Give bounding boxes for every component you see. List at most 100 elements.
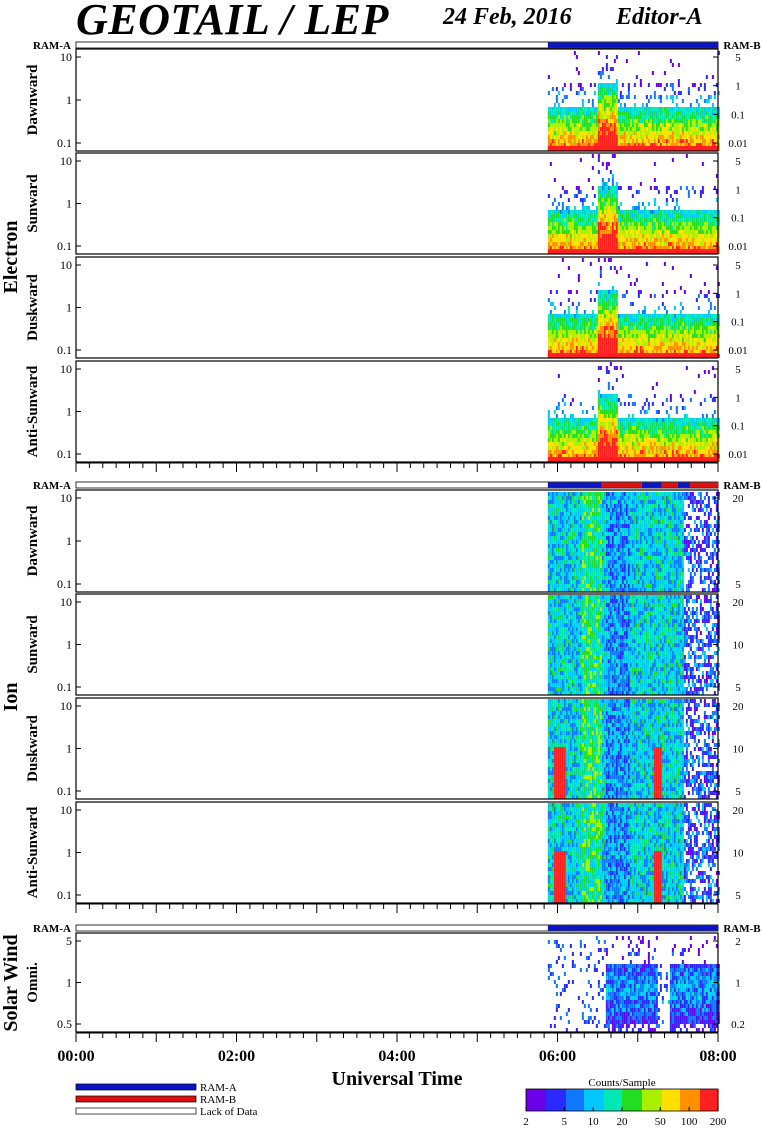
colorbar-cell xyxy=(676,1089,679,1111)
electron-low-energy-band xyxy=(547,353,718,358)
x-axis-title: Universal Time xyxy=(332,1068,463,1090)
colorbar-tick-label: 50 xyxy=(655,1116,667,1128)
colorbar-cell xyxy=(534,1089,537,1111)
right-tick-label: 5 xyxy=(735,364,741,376)
right-tick-label: 10 xyxy=(733,640,745,652)
colorbar-cell xyxy=(622,1089,625,1111)
colorbar-cell xyxy=(628,1089,631,1111)
mode-segment xyxy=(547,42,718,48)
colorbar-cell xyxy=(606,1089,609,1111)
colorbar-title: Counts/Sample xyxy=(588,1077,655,1089)
colorbar-cell xyxy=(710,1089,713,1111)
panel-electron-dawnward: Dawnward 10 1 0.1 5 1 0.1 0.01 xyxy=(25,48,748,152)
colorbar-cell xyxy=(562,1089,565,1111)
right-tick-label: 1 xyxy=(735,288,741,300)
colorbar-cell xyxy=(618,1089,621,1111)
right-tick-label: 20 xyxy=(733,805,745,817)
colorbar-cell xyxy=(632,1089,635,1111)
ram-a-label: RAM-A xyxy=(33,480,71,492)
legend-label: RAM-A xyxy=(200,1082,237,1094)
colorbar-cell xyxy=(674,1089,677,1111)
left-tick-label: 0.1 xyxy=(57,577,72,591)
colorbar-cell xyxy=(608,1089,611,1111)
colorbar-cell xyxy=(650,1089,653,1111)
colorbar-cell xyxy=(594,1089,597,1111)
colorbar-cell xyxy=(526,1089,529,1111)
colorbar-cell xyxy=(624,1089,627,1111)
ram-b-label: RAM-B xyxy=(723,40,761,52)
colorbar-cell xyxy=(538,1089,541,1111)
colorbar-cell xyxy=(556,1089,559,1111)
right-tick-label: 0.1 xyxy=(731,317,745,329)
colorbar-cell xyxy=(546,1089,549,1111)
panel-label: Omni. xyxy=(25,962,41,1003)
colorbar-tick-label: 5 xyxy=(561,1116,567,1128)
left-tick-label: 10 xyxy=(60,154,72,168)
colorbar-cell xyxy=(536,1089,539,1111)
right-tick-label: 0.01 xyxy=(728,449,747,461)
colorbar-cell xyxy=(614,1089,617,1111)
colorbar-tick-label: 20 xyxy=(617,1116,629,1128)
colorbar-cell xyxy=(560,1089,563,1111)
mode-segment xyxy=(689,482,718,488)
colorbar-cell xyxy=(550,1089,553,1111)
left-tick-label: 0.1 xyxy=(57,447,72,461)
colorbar-cell xyxy=(666,1089,669,1111)
left-tick-label: 1 xyxy=(66,197,72,211)
left-tick-label: 1 xyxy=(66,534,72,548)
colorbar-cell xyxy=(652,1089,655,1111)
panel-label: Anti-Sunward xyxy=(25,806,41,898)
left-tick-label: 0.1 xyxy=(57,784,72,798)
colorbar-cell xyxy=(540,1089,543,1111)
group-label-electron: Electron xyxy=(0,221,22,294)
colorbar-cell xyxy=(662,1089,665,1111)
right-tick-label: 0.01 xyxy=(728,345,747,357)
left-tick-label: 1 xyxy=(66,976,72,990)
left-tick-label: 10 xyxy=(60,362,72,376)
colorbar-cell xyxy=(648,1089,651,1111)
colorbar-cell xyxy=(692,1089,695,1111)
left-tick-label: 1 xyxy=(66,742,72,756)
colorbar-cell xyxy=(672,1089,675,1111)
x-tick-label: 06:00 xyxy=(539,1048,576,1065)
colorbar-cell xyxy=(590,1089,593,1111)
colorbar-tick-label: 2 xyxy=(523,1116,529,1128)
colorbar-cell xyxy=(588,1089,591,1111)
mode-bar-solar-wind: RAM-A RAM-B xyxy=(33,923,761,935)
x-tick-label: 02:00 xyxy=(218,1048,255,1065)
colorbar-cell xyxy=(638,1089,641,1111)
colorbar-cell xyxy=(712,1089,715,1111)
left-tick-label: 1 xyxy=(66,405,72,419)
left-tick-label: 0.1 xyxy=(57,680,72,694)
colorbar-cell xyxy=(620,1089,623,1111)
legend-label: RAM-B xyxy=(200,1094,236,1106)
colorbar-cell xyxy=(532,1089,535,1111)
colorbar-cell xyxy=(598,1089,601,1111)
panel-ion-duskward: Duskward 10 1 0.1 20 10 5 xyxy=(25,697,744,800)
panel-solar-wind-omni-: Omni. 5 1 0.5 2 1 0.2 xyxy=(25,932,745,1033)
colorbar-cell xyxy=(542,1089,545,1111)
right-tick-label: 0.1 xyxy=(731,213,745,225)
legend-swatch xyxy=(75,1107,197,1115)
page-title: GEOTAIL / LEP xyxy=(76,0,389,44)
mode-segment xyxy=(677,482,690,488)
mode-bar-ion: RAM-A RAM-B xyxy=(33,480,761,492)
ram-a-label: RAM-A xyxy=(33,40,71,52)
colorbar-cell xyxy=(668,1089,671,1111)
time-axis xyxy=(75,903,719,913)
panel-label: Duskward xyxy=(25,273,41,340)
group-label-ion: Ion xyxy=(0,683,22,712)
colorbar-cell xyxy=(528,1089,531,1111)
left-tick-label: 10 xyxy=(60,803,72,817)
left-tick-label: 1 xyxy=(66,301,72,315)
colorbar-tick-label: 10 xyxy=(588,1116,600,1128)
colorbar-cell xyxy=(686,1089,689,1111)
colorbar-cell xyxy=(596,1089,599,1111)
colorbar-cell xyxy=(706,1089,709,1111)
mode-segment xyxy=(547,925,718,931)
colorbar-cell xyxy=(530,1089,533,1111)
colorbar-cell xyxy=(658,1089,661,1111)
colorbar-cell xyxy=(700,1089,703,1111)
